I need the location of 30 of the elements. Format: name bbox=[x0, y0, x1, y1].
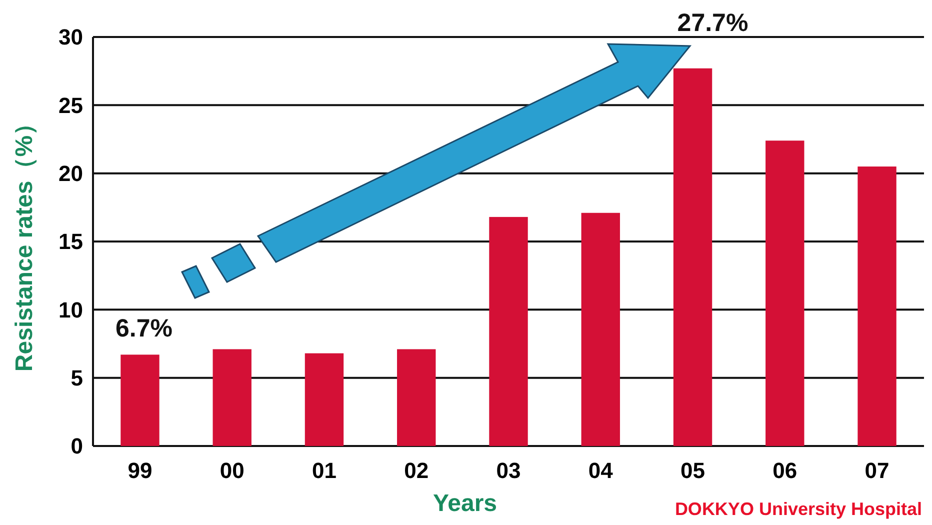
y-tick-label: 5 bbox=[70, 366, 83, 391]
bar bbox=[581, 212, 620, 446]
bar bbox=[120, 354, 160, 446]
y-tick-label: 15 bbox=[58, 229, 83, 254]
bar bbox=[766, 140, 804, 446]
bar bbox=[858, 166, 896, 446]
bar bbox=[489, 216, 528, 446]
x-tick-label: 05 bbox=[680, 458, 705, 483]
bar bbox=[212, 349, 252, 446]
y-tick-label: 30 bbox=[58, 24, 83, 50]
y-axis-title: Resistance rates（%） bbox=[11, 111, 38, 372]
x-tick-label: 04 bbox=[588, 458, 614, 483]
annotation: 27.7% bbox=[677, 9, 748, 37]
y-tick-label: 20 bbox=[58, 161, 83, 186]
y-tick-label: 25 bbox=[58, 92, 83, 118]
x-tick-label: 00 bbox=[220, 458, 244, 483]
x-tick-label: 06 bbox=[772, 458, 798, 483]
x-tick-label: 01 bbox=[312, 458, 336, 483]
x-tick-label: 02 bbox=[404, 458, 429, 483]
y-tick-label: 10 bbox=[58, 297, 83, 322]
y-tick-label: 0 bbox=[70, 434, 83, 459]
bar bbox=[397, 349, 436, 446]
annotation: 6.7% bbox=[115, 314, 172, 343]
x-tick-label: 99 bbox=[128, 458, 152, 483]
bar bbox=[673, 68, 712, 446]
x-tick-label: 07 bbox=[864, 458, 890, 483]
text: DOKKYO University Hospital bbox=[674, 499, 922, 519]
bar bbox=[304, 353, 344, 446]
x-axis-title: Years bbox=[432, 490, 498, 517]
x-tick-label: 03 bbox=[496, 458, 521, 483]
